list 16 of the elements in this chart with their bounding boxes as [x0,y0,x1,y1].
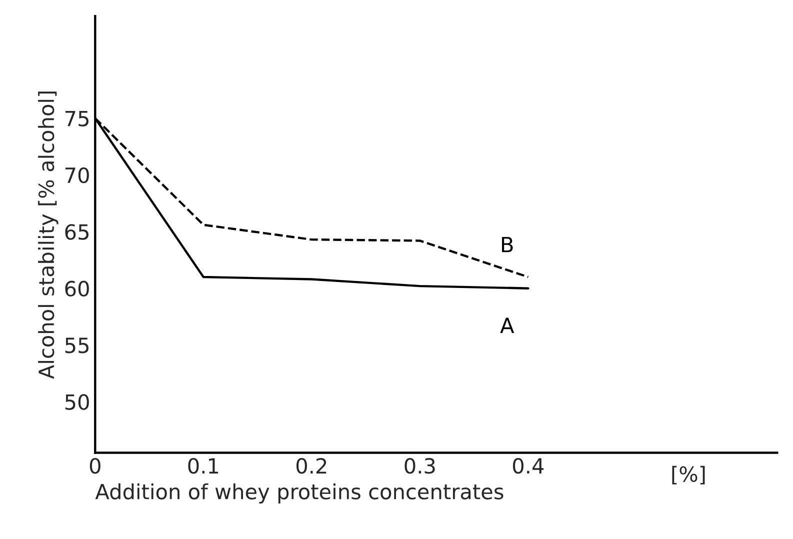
series-label: A [500,318,514,333]
series-label: B [502,236,513,252]
x-tick-label: 0.3 [404,458,435,474]
x-tick-label: 0.4 [512,458,544,474]
y-tick-label: 70 [65,167,89,184]
y-tick-label: 75 [65,110,88,126]
y-tick-label: 60 [65,280,89,297]
y-tick-label: 65 [65,224,88,240]
x-tick-label: 0.2 [296,458,326,474]
y-axis-title: Alcohol stability [% alcohol] [38,92,58,379]
x-tick-label: 0 [90,458,100,474]
y-tick-label: 55 [65,338,88,354]
y-tick-label: 50 [65,394,89,410]
x-tick-label: 0.1 [188,458,218,474]
x-axis-title: Addition of whey proteins concentrates [95,483,504,504]
text: [%] [672,466,705,484]
